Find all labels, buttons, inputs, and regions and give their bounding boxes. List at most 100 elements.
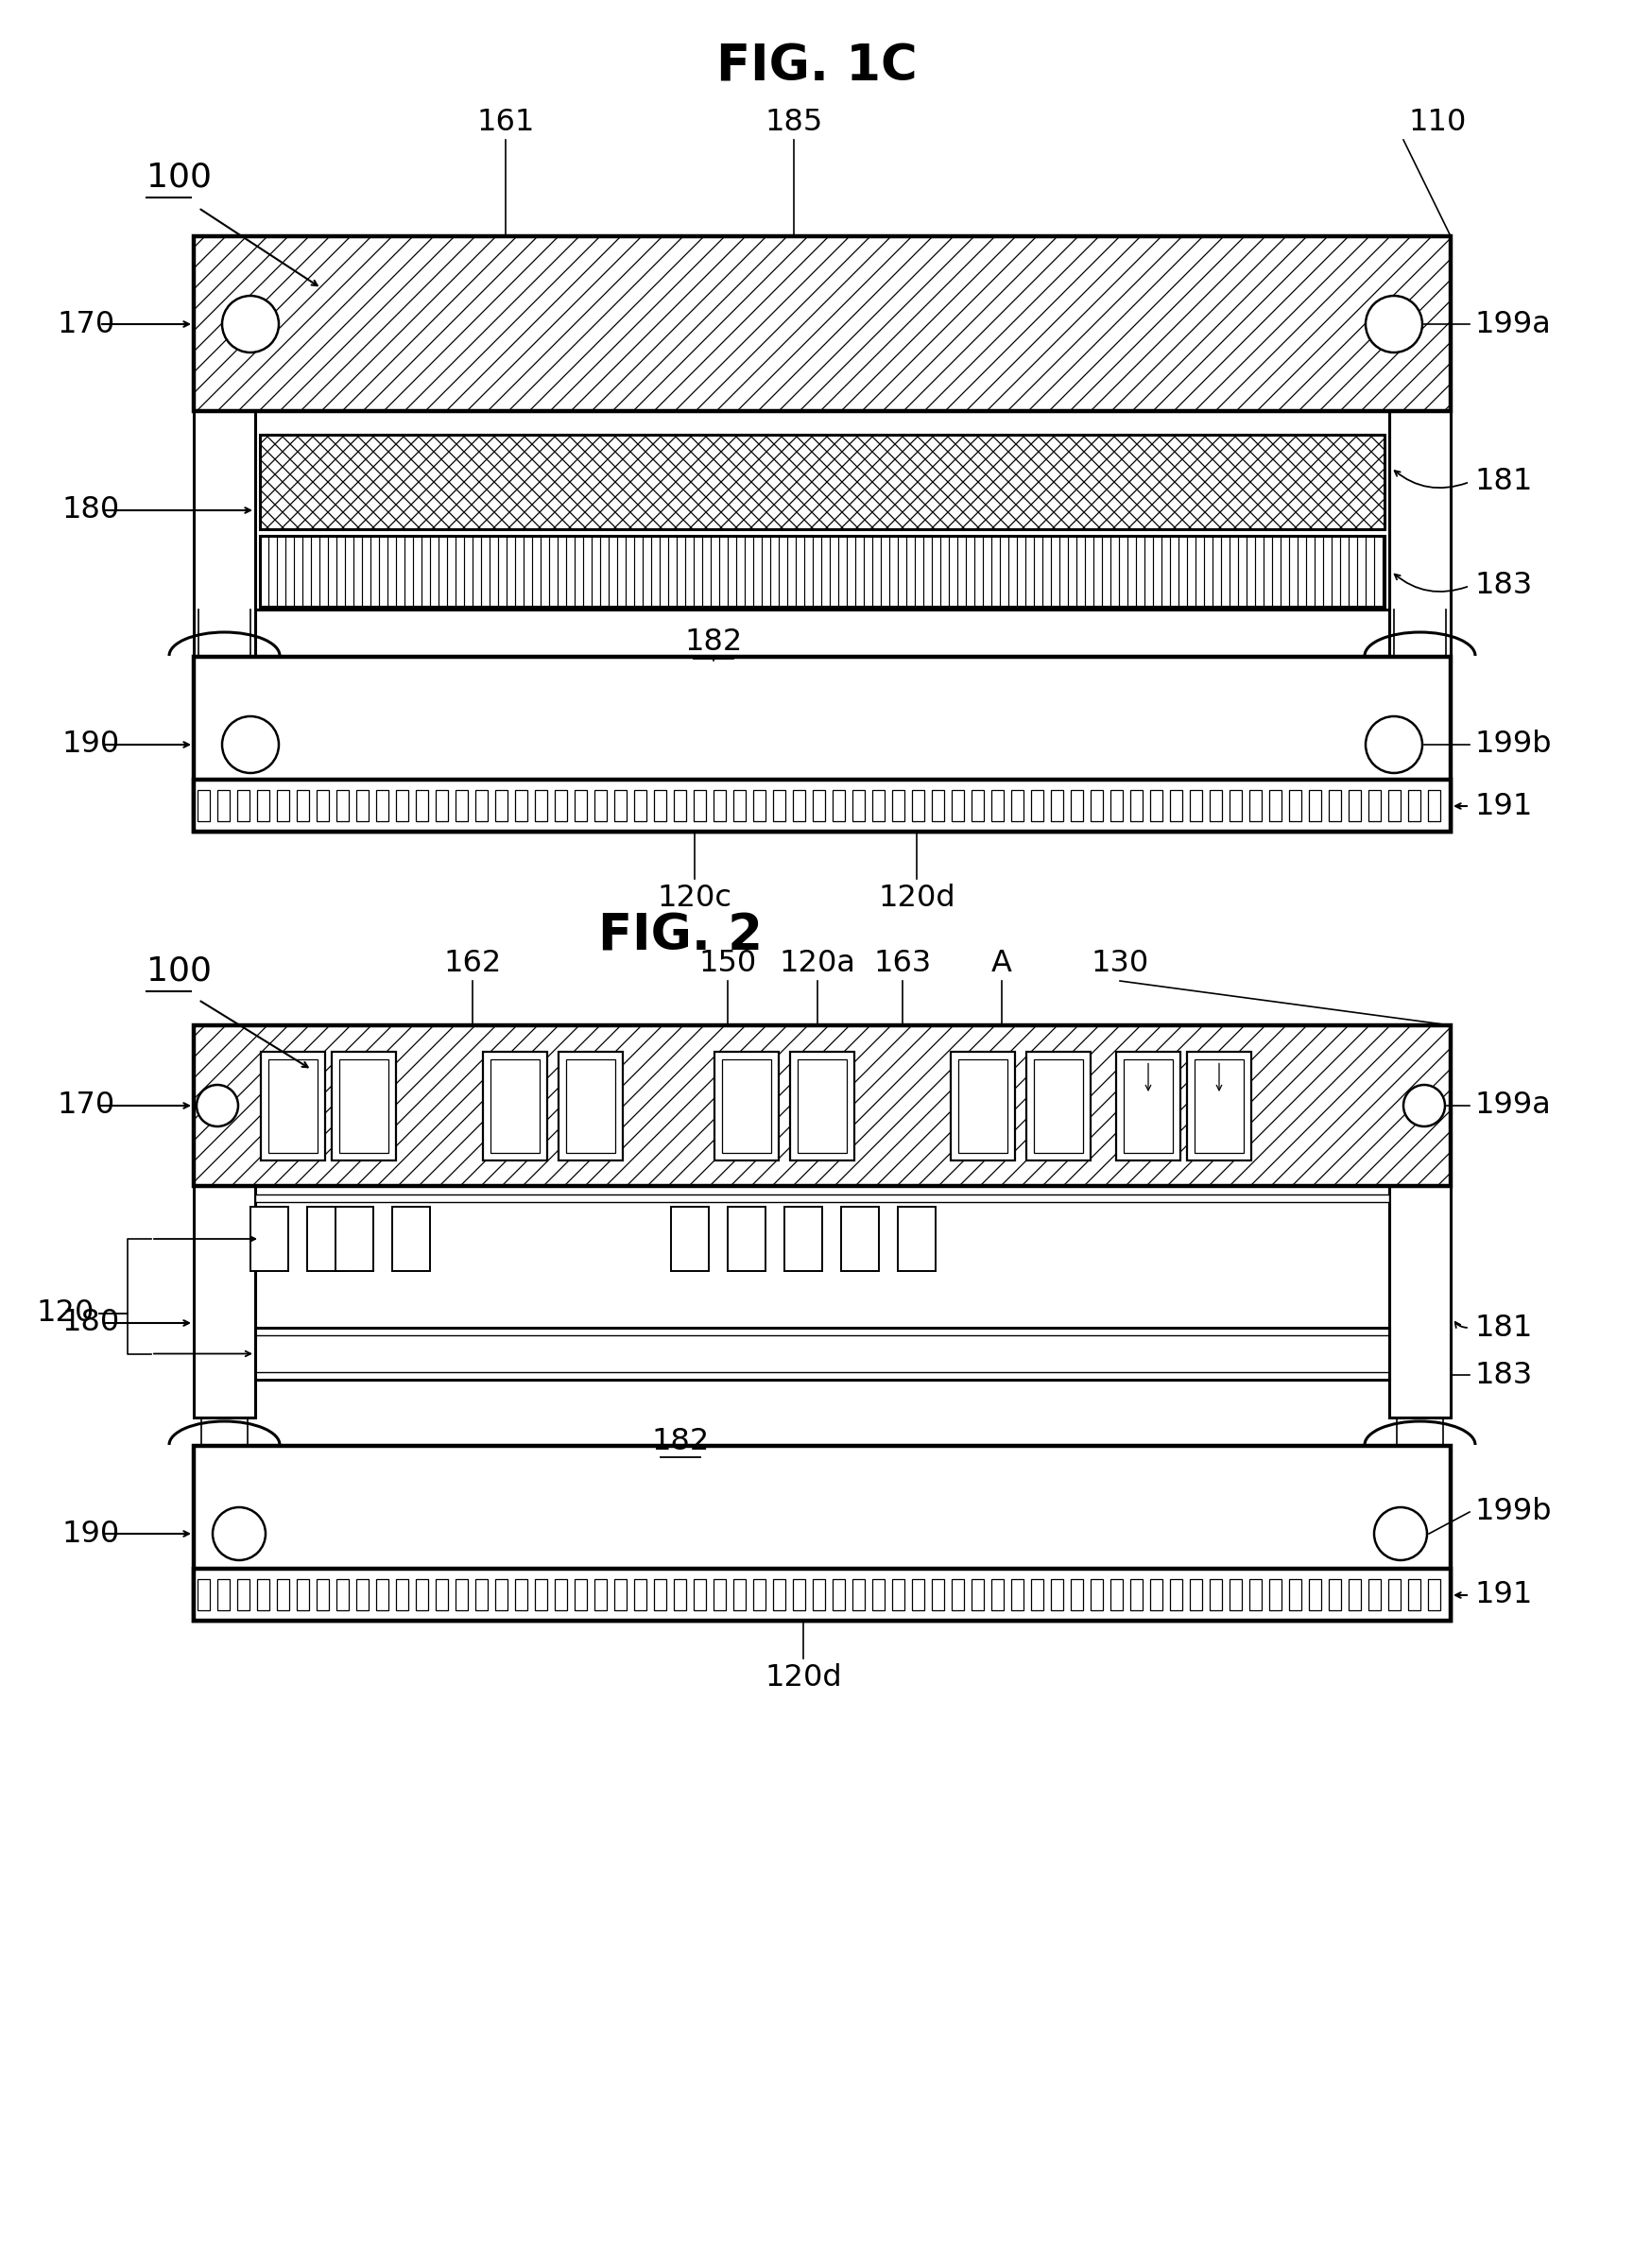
Bar <box>672 1207 709 1270</box>
Bar <box>258 1579 270 1610</box>
Text: 191: 191 <box>1474 792 1533 821</box>
Bar <box>237 1579 248 1610</box>
Bar <box>484 1052 547 1159</box>
Bar <box>356 789 368 821</box>
Text: 162: 162 <box>443 948 502 978</box>
Bar <box>873 789 884 821</box>
Bar <box>1011 789 1023 821</box>
Bar <box>536 789 547 821</box>
Text: 181: 181 <box>1474 1313 1533 1343</box>
Bar <box>1328 789 1340 821</box>
Bar <box>1072 789 1083 821</box>
Bar <box>958 1059 1008 1152</box>
Text: FIG. 2: FIG. 2 <box>598 912 763 959</box>
Bar <box>873 1579 884 1610</box>
Bar <box>792 789 806 821</box>
Bar <box>614 1579 626 1610</box>
Bar <box>260 535 1384 606</box>
Circle shape <box>222 295 279 352</box>
Bar <box>912 789 923 821</box>
Bar <box>1389 1579 1400 1610</box>
Bar <box>1150 1579 1162 1610</box>
Bar <box>892 789 904 821</box>
Bar <box>317 1579 328 1610</box>
Bar <box>1092 1579 1103 1610</box>
Text: 191: 191 <box>1474 1581 1533 1610</box>
Bar <box>237 789 248 821</box>
Bar <box>255 411 1389 610</box>
Bar <box>792 1579 806 1610</box>
Bar <box>1289 1579 1301 1610</box>
Bar <box>250 1207 288 1270</box>
Text: 199b: 199b <box>1474 730 1551 760</box>
Text: 170: 170 <box>57 308 114 338</box>
Text: 199b: 199b <box>1474 1497 1551 1526</box>
Bar <box>356 1579 368 1610</box>
Bar <box>436 789 448 821</box>
Bar <box>814 1579 825 1610</box>
Text: 163: 163 <box>874 948 931 978</box>
Circle shape <box>1404 1084 1444 1127</box>
Bar <box>340 1059 389 1152</box>
Text: 110: 110 <box>1409 107 1466 136</box>
Text: 150: 150 <box>699 948 757 978</box>
Bar <box>933 789 944 821</box>
Circle shape <box>212 1508 266 1560</box>
Bar <box>1034 1059 1083 1152</box>
Text: 190: 190 <box>62 1520 119 1549</box>
Circle shape <box>1366 295 1422 352</box>
Bar <box>1389 411 1451 662</box>
Bar <box>797 1059 846 1152</box>
Bar <box>833 1579 845 1610</box>
Bar <box>953 789 964 821</box>
Bar <box>1428 1579 1440 1610</box>
Bar <box>1211 789 1222 821</box>
Bar <box>297 1579 309 1610</box>
Bar <box>1124 1059 1173 1152</box>
Bar <box>337 1579 348 1610</box>
Bar <box>392 1207 430 1270</box>
Bar <box>791 1052 855 1159</box>
Bar <box>1116 1052 1180 1159</box>
Bar <box>260 435 1384 528</box>
Bar <box>1190 1579 1201 1610</box>
Bar <box>1270 789 1281 821</box>
Bar <box>436 1579 448 1610</box>
Bar <box>194 1569 1451 1622</box>
Bar <box>194 411 255 662</box>
Bar <box>1309 789 1320 821</box>
Bar <box>595 789 606 821</box>
Text: 120d: 120d <box>765 1662 842 1692</box>
Bar <box>1230 1579 1242 1610</box>
Text: 183: 183 <box>1474 572 1533 601</box>
Bar <box>1289 789 1301 821</box>
Bar <box>784 1207 822 1270</box>
Bar <box>397 789 408 821</box>
Bar <box>194 658 1451 832</box>
Text: 120a: 120a <box>779 948 856 978</box>
Text: 181: 181 <box>1474 467 1533 497</box>
Bar <box>842 1207 879 1270</box>
Bar <box>634 1579 645 1610</box>
Bar <box>1350 1579 1361 1610</box>
Text: A: A <box>992 948 1011 978</box>
Bar <box>1092 789 1103 821</box>
Bar <box>217 1579 229 1610</box>
Bar <box>515 1579 526 1610</box>
Bar <box>475 789 487 821</box>
Bar <box>694 1579 706 1610</box>
Bar <box>1389 1186 1451 1418</box>
Bar <box>261 1052 325 1159</box>
Text: 180: 180 <box>62 497 119 524</box>
Bar <box>933 1579 944 1610</box>
Bar <box>278 1579 289 1610</box>
Bar <box>833 789 845 821</box>
Text: 180: 180 <box>62 1309 119 1338</box>
Bar <box>495 789 507 821</box>
Circle shape <box>1366 717 1422 773</box>
Text: 182: 182 <box>652 1427 709 1456</box>
Bar <box>1031 1579 1042 1610</box>
Bar <box>675 1579 686 1610</box>
Bar <box>1186 1052 1252 1159</box>
Text: 130: 130 <box>1092 948 1149 978</box>
